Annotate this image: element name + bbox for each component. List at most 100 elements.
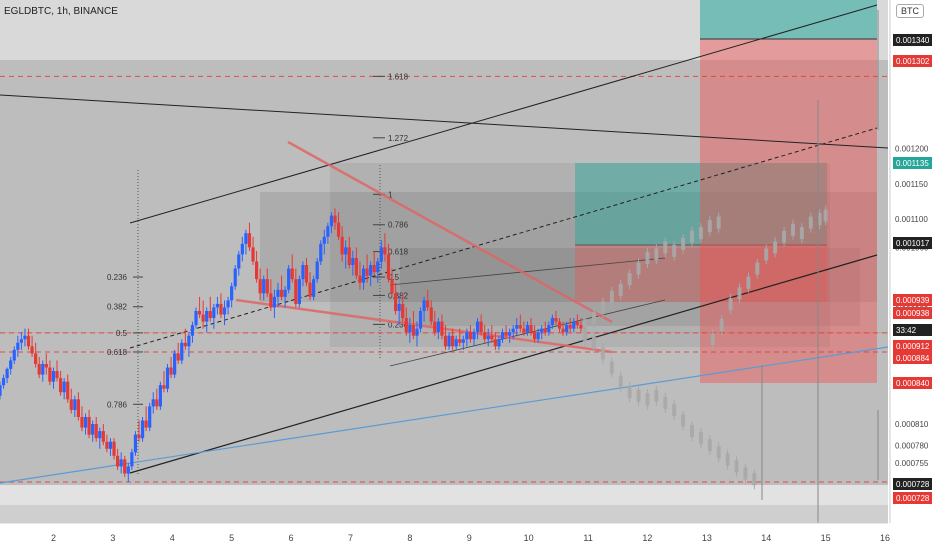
- candle-body: [12, 349, 16, 361]
- time-axis: [0, 523, 888, 550]
- time-tick-label: 9: [467, 533, 472, 543]
- candle-body: [376, 261, 380, 273]
- candle-body: [1, 378, 6, 386]
- candle-body: [336, 222, 341, 237]
- candle-body: [69, 399, 73, 410]
- candle-body: [144, 420, 148, 428]
- candle-body: [155, 399, 159, 407]
- price-label-box: [893, 307, 932, 319]
- candle-body: [251, 247, 255, 262]
- price-label: 0.001135: [896, 159, 929, 168]
- candle-body: [137, 434, 141, 439]
- candle-body: [233, 268, 237, 287]
- candle-body: [344, 247, 348, 255]
- candle-body: [165, 367, 170, 389]
- price-label-box: [893, 492, 932, 504]
- candle-body: [347, 247, 351, 266]
- support-blue-line: [0, 346, 889, 484]
- time-tick-label: 15: [821, 533, 831, 543]
- fib-label: 0.618: [388, 248, 409, 257]
- candle-body: [351, 257, 355, 266]
- fib-label: 0.618: [107, 348, 128, 357]
- candle-body: [354, 257, 358, 276]
- price-label: 0.000884: [896, 354, 930, 363]
- candle-body: [101, 431, 105, 442]
- candle-body: [76, 399, 81, 417]
- candle-body: [329, 215, 334, 227]
- candle-body: [254, 261, 259, 280]
- candle-body: [422, 300, 426, 311]
- price-tick-label: 0.001200: [895, 144, 929, 153]
- price-label: 0.000728: [896, 494, 930, 503]
- candle-body: [547, 325, 551, 333]
- candle-body: [240, 243, 244, 255]
- candle-body: [372, 265, 376, 273]
- price-label-box: [893, 377, 932, 389]
- price-label: 0.001340: [896, 36, 930, 45]
- gray-zone-main: [0, 60, 888, 485]
- candle-body: [565, 325, 569, 333]
- candle-body: [426, 300, 430, 308]
- price-label-box: [893, 34, 932, 46]
- price-label-box: [893, 478, 932, 490]
- fib-label: 0.236: [107, 273, 128, 282]
- price-tick-label: 0.000810: [895, 420, 929, 429]
- candle-body: [194, 310, 198, 326]
- candle-body: [508, 332, 512, 336]
- time-tick-label: 11: [583, 533, 592, 543]
- candle-body: [326, 226, 330, 237]
- price-tick-label: 0.001150: [895, 180, 928, 189]
- candle-body: [66, 381, 70, 400]
- candle-body: [62, 381, 66, 393]
- candle-body: [26, 335, 31, 347]
- candle-body: [187, 335, 191, 347]
- candle-body: [258, 279, 262, 294]
- candle-body: [9, 360, 13, 369]
- candle-body: [116, 455, 120, 467]
- candle-body: [308, 282, 312, 297]
- price-label: 0.001017: [896, 239, 930, 248]
- candle-body: [433, 321, 437, 333]
- candle-body: [540, 328, 544, 333]
- candle-body: [397, 303, 401, 311]
- candle-body: [522, 328, 526, 333]
- candle-body: [283, 289, 287, 297]
- candle-body: [126, 466, 130, 474]
- candle-body: [554, 318, 558, 322]
- candle-body: [454, 339, 458, 347]
- candle-body: [279, 289, 284, 297]
- candle-body: [173, 353, 177, 375]
- time-tick-label: 13: [702, 533, 712, 543]
- price-label: 0.000728: [896, 480, 930, 489]
- candle-body: [58, 378, 63, 393]
- time-tick-label: 6: [289, 533, 294, 543]
- candle-body: [465, 332, 469, 340]
- candle-body: [226, 300, 230, 308]
- candle-body: [568, 325, 572, 329]
- candle-body: [304, 265, 309, 283]
- time-tick-label: 5: [229, 533, 234, 543]
- candle-body: [550, 318, 555, 326]
- candle-body: [51, 371, 56, 382]
- price-label: 0.000938: [896, 309, 930, 318]
- candle-body: [176, 353, 180, 361]
- price-label-box: [893, 340, 932, 352]
- candle-body: [16, 342, 20, 350]
- price-label: 0.001302: [896, 57, 930, 66]
- candle-body: [80, 416, 84, 428]
- candle-body: [301, 265, 305, 280]
- candle-body: [575, 321, 579, 326]
- candle-body: [383, 247, 387, 255]
- candle-body: [572, 321, 576, 329]
- price-label-box: [893, 294, 932, 306]
- candle-body: [265, 279, 269, 294]
- candle-body: [490, 335, 494, 340]
- candle-body: [287, 268, 291, 290]
- candle-body: [30, 346, 34, 354]
- currency-badge[interactable]: BTC: [896, 4, 924, 18]
- candle-body: [436, 321, 440, 333]
- candle-body: [525, 325, 530, 333]
- candle-body: [458, 339, 462, 343]
- long-trend-line: [0, 94, 889, 149]
